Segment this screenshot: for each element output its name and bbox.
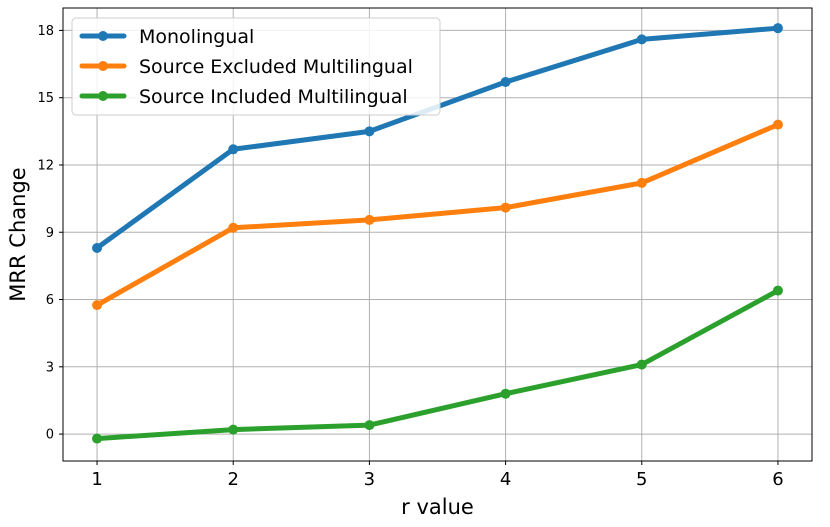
y-tick-label: 3 [46, 360, 54, 375]
y-axis-ticks: 0 3 6 9 12 15 18 [37, 24, 63, 443]
legend-swatch-marker [98, 91, 108, 101]
data-point [636, 34, 647, 45]
x-tick-label: 3 [364, 469, 375, 490]
y-tick-label: 9 [46, 226, 54, 241]
y-tick-label: 18 [37, 24, 54, 39]
data-point [500, 77, 511, 88]
legend-swatch-marker [98, 61, 108, 71]
x-tick-label: 4 [500, 469, 511, 490]
data-point [772, 285, 783, 296]
data-point [772, 23, 783, 34]
x-axis-label: r value [401, 495, 474, 519]
data-point [636, 359, 647, 370]
data-point [92, 300, 103, 311]
legend-label: Source Excluded Multilingual [139, 56, 413, 78]
data-point [92, 242, 103, 253]
x-tick-label: 6 [772, 469, 783, 490]
y-tick-label: 12 [37, 158, 54, 173]
data-point [500, 202, 511, 213]
data-point [364, 214, 375, 225]
data-point [364, 420, 375, 431]
legend-label: Monolingual [139, 26, 254, 48]
x-tick-label: 1 [91, 469, 102, 490]
y-tick-label: 15 [37, 91, 54, 106]
data-point [636, 177, 647, 188]
x-tick-label: 5 [636, 469, 647, 490]
x-axis-ticks: 1 2 3 4 5 6 [91, 461, 784, 490]
data-point [228, 144, 239, 155]
legend-label: Source Included Multilingual [139, 86, 408, 108]
data-point [228, 424, 239, 435]
y-tick-label: 6 [46, 293, 54, 308]
series-line [94, 122, 781, 308]
data-point [772, 119, 783, 130]
data-point [92, 433, 103, 444]
x-tick-label: 2 [228, 469, 239, 490]
legend: Monolingual Source Excluded Multilingual S… [71, 17, 441, 116]
y-tick-label: 0 [46, 428, 54, 443]
data-point [364, 126, 375, 137]
plot-frame [62, 7, 813, 462]
legend-swatch-marker [98, 31, 108, 41]
data-point [228, 222, 239, 233]
series-line [94, 288, 781, 442]
legend-box [71, 17, 441, 116]
data-point [500, 388, 511, 399]
y-axis-label: MRR Change [6, 167, 30, 301]
